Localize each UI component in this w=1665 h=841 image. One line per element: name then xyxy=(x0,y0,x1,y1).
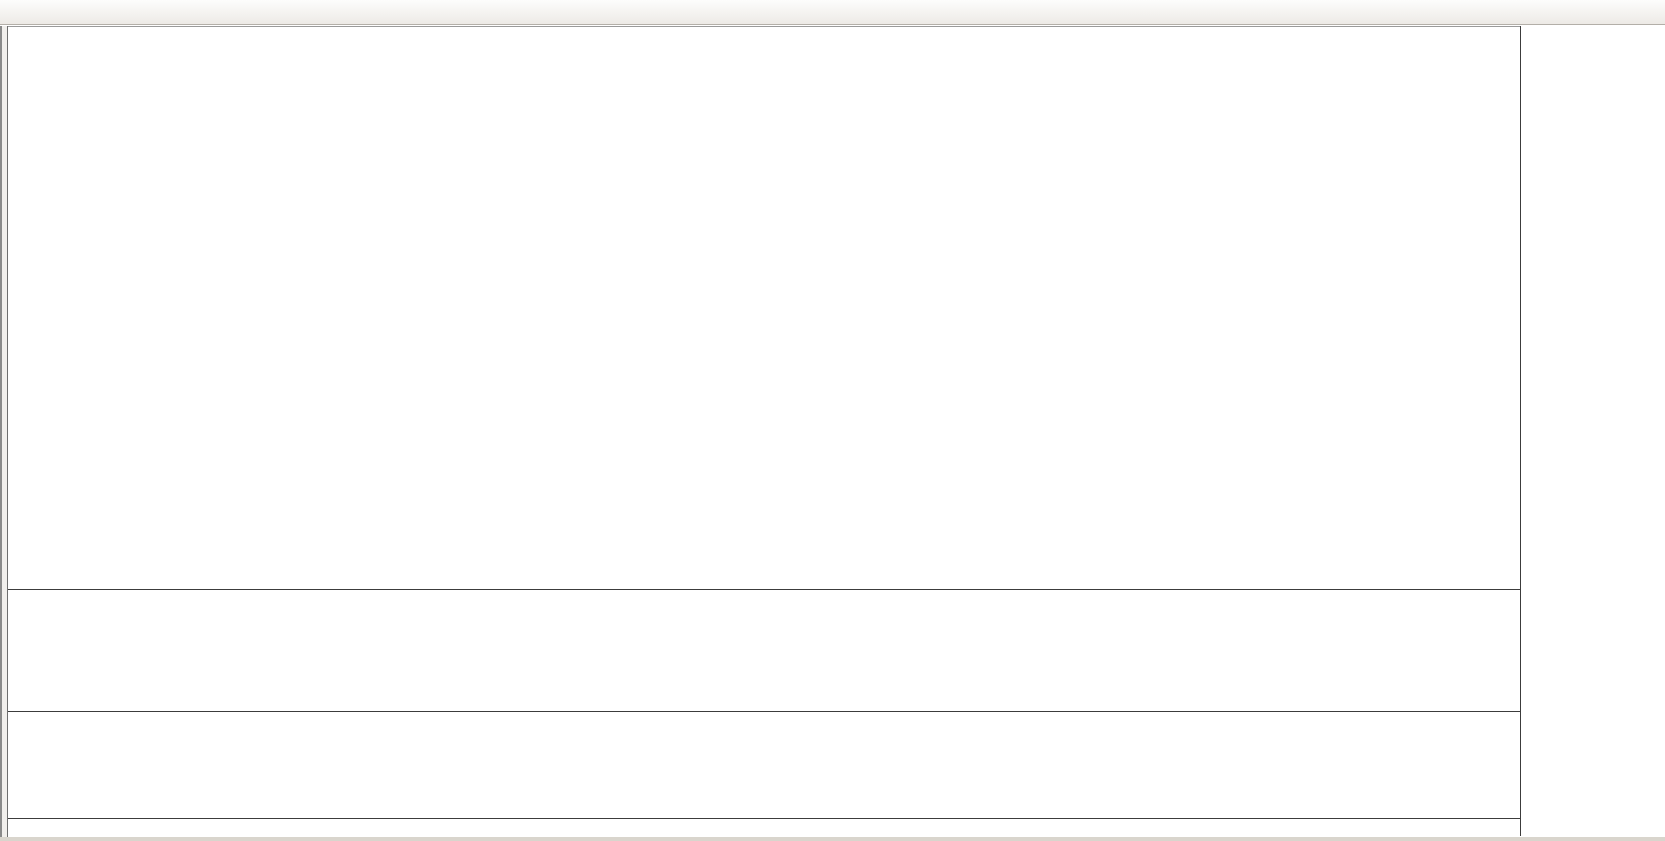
chart-window-top-border xyxy=(8,26,1665,27)
price-axis[interactable] xyxy=(1521,26,1665,837)
pane-separator xyxy=(8,711,1521,712)
main-chart-pane[interactable] xyxy=(8,27,1520,589)
toolbar xyxy=(0,0,1665,25)
chart-title xyxy=(13,31,24,43)
time-axis[interactable] xyxy=(8,819,1520,837)
window-left-edge xyxy=(0,26,8,837)
window-bottom-edge xyxy=(0,837,1665,841)
macd-indicator-pane[interactable] xyxy=(8,590,1520,711)
pane-separator xyxy=(8,818,1521,819)
price-axis-border xyxy=(1520,26,1521,836)
pane-separator xyxy=(8,589,1521,590)
rsi-indicator-pane[interactable] xyxy=(8,712,1520,818)
